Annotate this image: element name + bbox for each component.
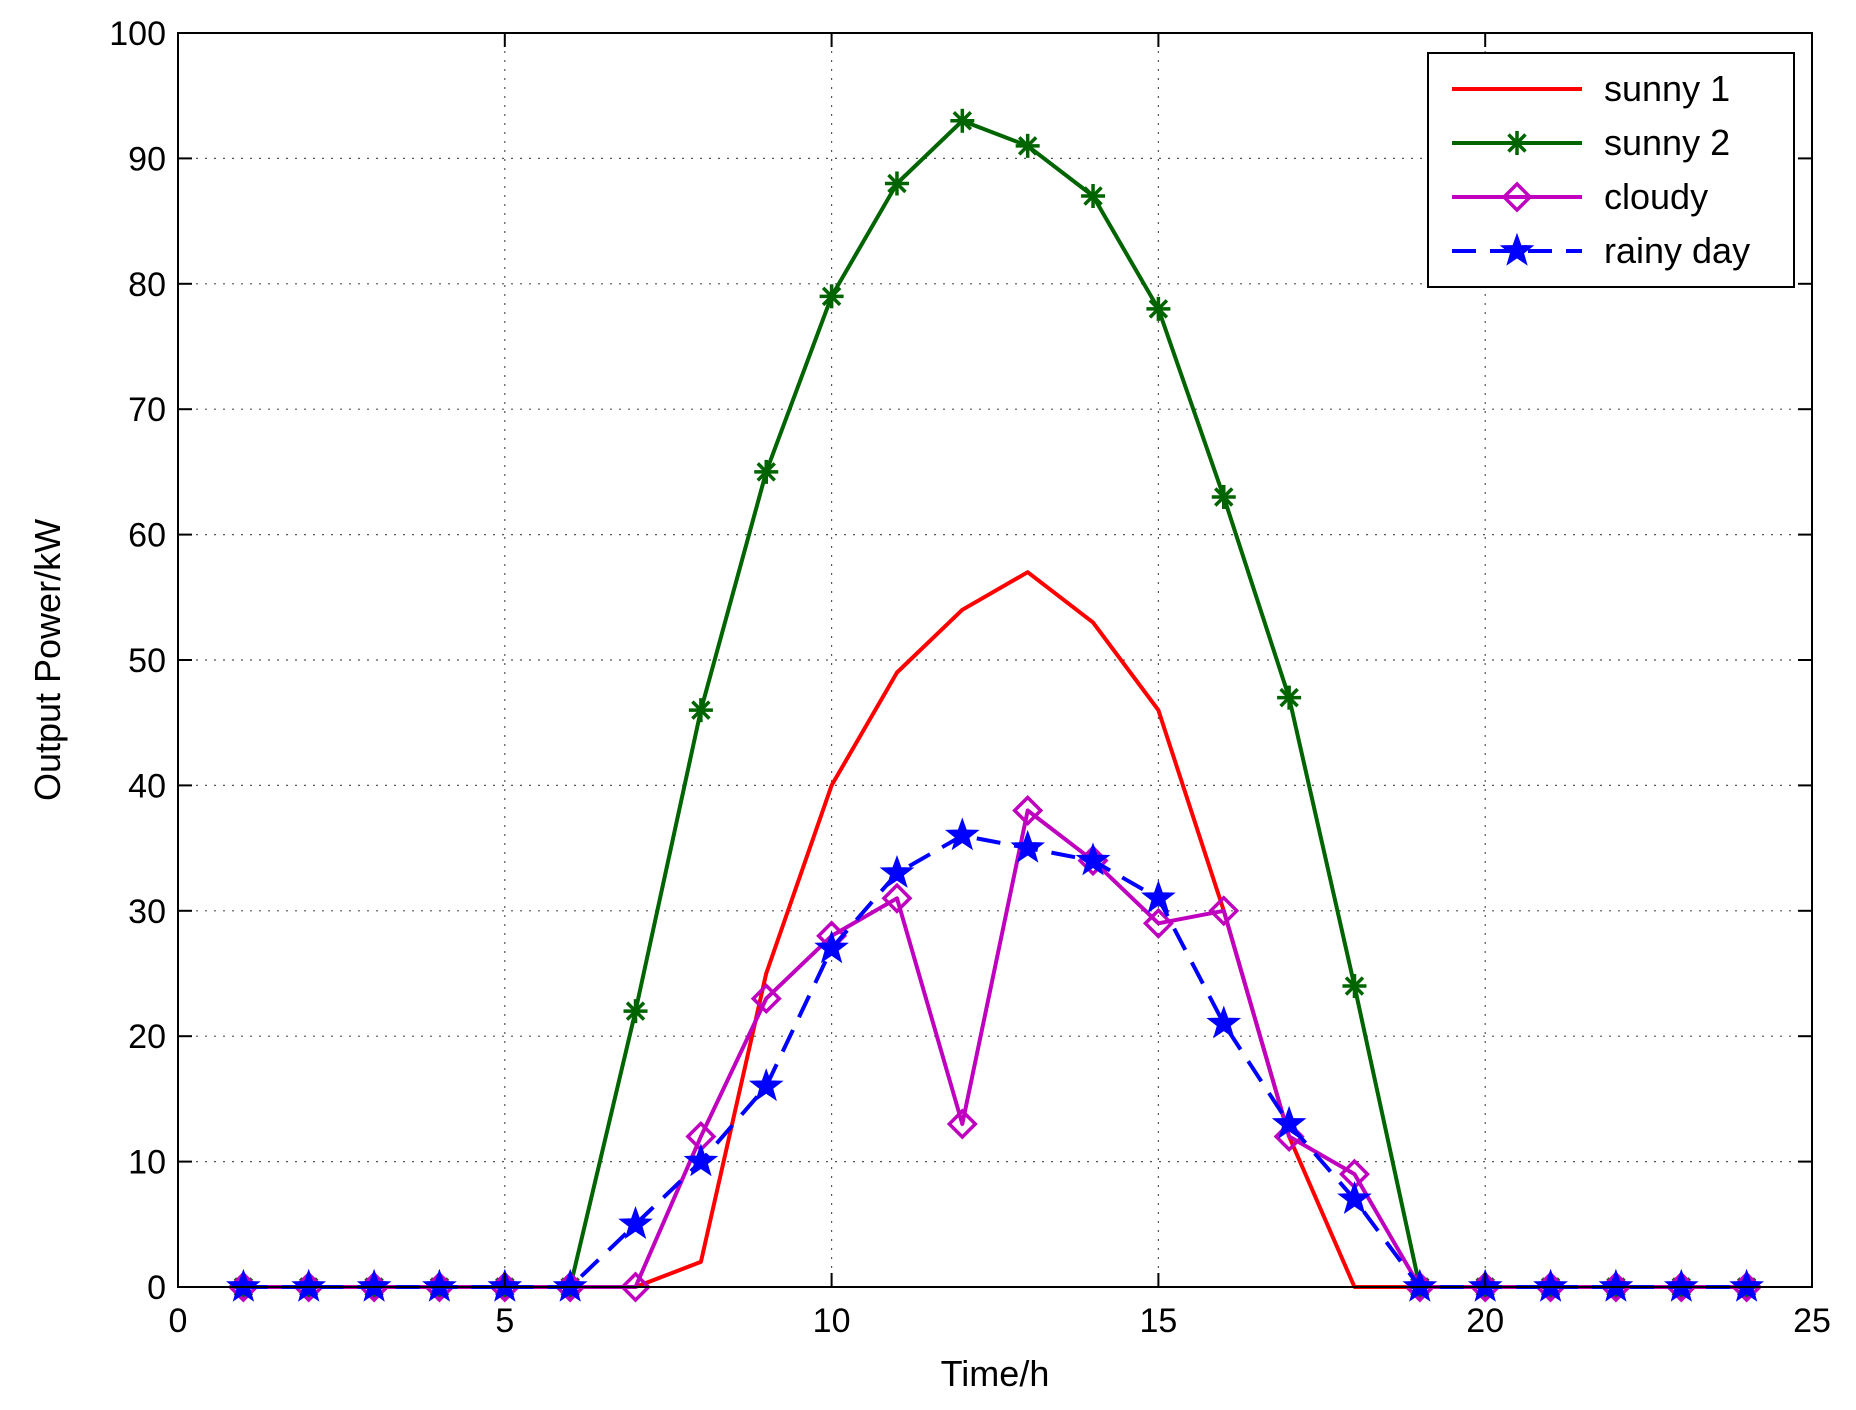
data-point-sunny-2 (754, 459, 779, 484)
data-point-sunny-2 (1211, 484, 1236, 509)
legend-label: rainy day (1604, 230, 1750, 271)
data-point-rainy-day (1663, 1268, 1699, 1302)
data-point-rainy-day (225, 1268, 261, 1302)
x-tick-label: 0 (169, 1302, 188, 1340)
data-point-rainy-day (1010, 829, 1046, 863)
data-point-rainy-day (1141, 880, 1176, 913)
data-point-rainy-day (422, 1268, 457, 1302)
data-point-sunny-2 (1015, 133, 1040, 158)
data-point-sunny-2 (1342, 974, 1367, 999)
data-point-rainy-day (944, 817, 980, 851)
data-point-rainy-day (1271, 1105, 1307, 1139)
x-tick-label: 5 (495, 1302, 514, 1340)
x-tick-label: 25 (1793, 1302, 1831, 1340)
legend: sunny 1 sunny 2 cloudy rainy day (1427, 52, 1795, 288)
data-point-rainy-day (1206, 1005, 1242, 1039)
data-point-sunny-2 (884, 171, 909, 196)
data-point-rainy-day (356, 1268, 392, 1302)
data-point-rainy-day (1402, 1268, 1438, 1302)
data-point-cloudy (881, 882, 913, 914)
legend-box (1427, 52, 1795, 288)
y-tick-label: 70 (128, 391, 166, 429)
legend-marker-cloudy (1501, 181, 1533, 213)
data-point-cloudy (620, 1271, 651, 1303)
x-axis-title: Time/h (941, 1353, 1050, 1394)
legend-label: cloudy (1604, 176, 1708, 217)
data-point-rainy-day (814, 930, 849, 964)
data-point-rainy-day (618, 1206, 653, 1239)
data-point-cloudy (946, 1108, 978, 1140)
legend-marker-sunny-2 (1505, 131, 1529, 155)
legend-label: sunny 2 (1604, 122, 1730, 163)
data-point-cloudy (1012, 795, 1044, 826)
x-tick-label: 20 (1466, 1302, 1504, 1340)
y-tick-label: 60 (128, 517, 166, 555)
data-point-cloudy (1208, 895, 1240, 927)
data-point-rainy-day (1337, 1180, 1372, 1215)
data-point-sunny-2 (688, 698, 713, 723)
data-point-rainy-day (291, 1268, 327, 1302)
data-point-rainy-day (879, 854, 915, 888)
data-point-rainy-day (1533, 1268, 1568, 1302)
data-point-sunny-2 (623, 999, 648, 1024)
y-tick-label: 20 (128, 1018, 166, 1056)
y-axis-title: Output Power/kW (27, 519, 68, 801)
data-point-sunny-2 (819, 284, 844, 309)
data-point-rainy-day (1075, 842, 1111, 876)
data-point-sunny-2 (1277, 685, 1302, 710)
legend-label: sunny 1 (1604, 68, 1730, 109)
data-point-rainy-day (1729, 1268, 1765, 1302)
x-tick-label: 15 (1139, 1302, 1177, 1340)
data-point-sunny-2 (1146, 296, 1171, 321)
data-point-sunny-2 (950, 108, 975, 133)
data-point-rainy-day (748, 1068, 784, 1102)
y-tick-label: 50 (128, 642, 166, 680)
y-tick-label: 100 (109, 15, 166, 53)
y-tick-label: 90 (128, 140, 166, 178)
data-point-rainy-day (552, 1268, 588, 1302)
y-tick-label: 40 (128, 767, 166, 805)
y-tick-label: 10 (128, 1144, 166, 1182)
y-tick-label: 80 (128, 266, 166, 304)
data-point-cloudy (1142, 907, 1174, 939)
axis-ticks: 0 5 10 15 20 25 0 10 20 30 40 50 60 70 80 90 100 (109, 15, 1831, 1340)
data-point-cloudy (750, 983, 782, 1015)
data-point-rainy-day (1598, 1268, 1634, 1302)
y-tick-label: 0 (147, 1269, 166, 1307)
legend-marker-rainy-day (1499, 232, 1535, 266)
x-tick-label: 10 (813, 1302, 851, 1340)
y-tick-label: 30 (128, 893, 166, 931)
data-point-sunny-2 (1081, 184, 1106, 209)
data-point-rainy-day (683, 1143, 719, 1177)
